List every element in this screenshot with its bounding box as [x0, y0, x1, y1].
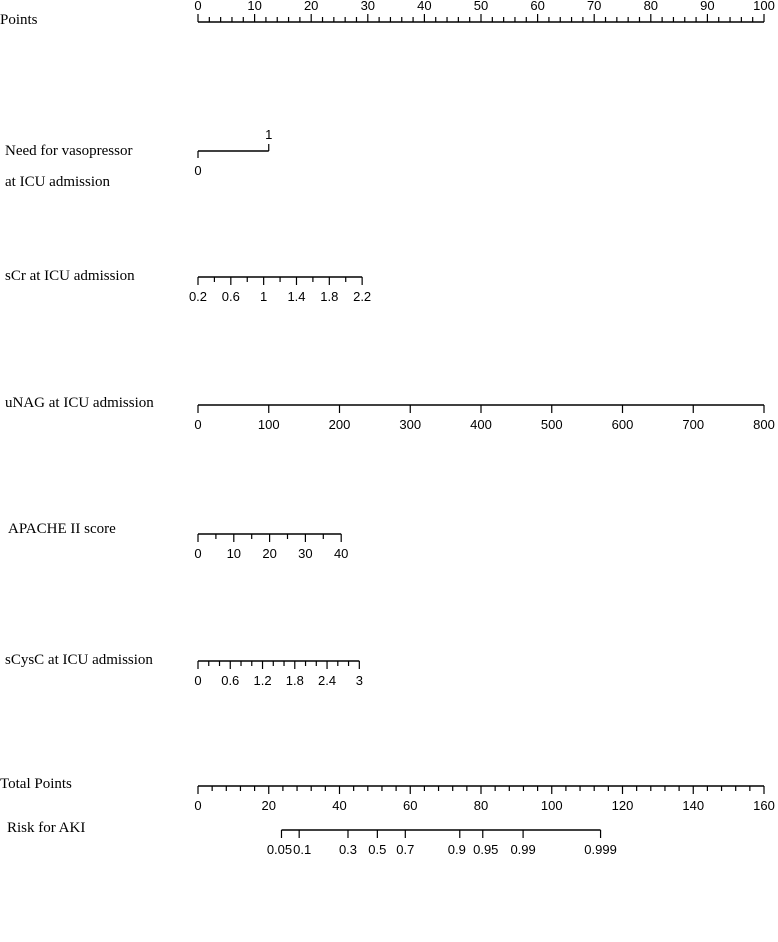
row-scysc-tick-label: 0 — [194, 673, 201, 688]
row-scr-tick-label: 2.2 — [353, 289, 371, 304]
row-apache-tick-label: 10 — [227, 546, 241, 561]
row-points-label: Points — [0, 12, 38, 28]
row-risk-label: Risk for AKI — [7, 820, 85, 836]
row-scr-tick-label: 1.8 — [320, 289, 338, 304]
row-apache-tick-label: 30 — [298, 546, 312, 561]
row-unag-tick-label: 200 — [329, 417, 351, 432]
row-unag-tick-label: 700 — [682, 417, 704, 432]
row-scysc-tick-label: 0.6 — [221, 673, 239, 688]
row-vasopressor-tick-label: 0 — [194, 163, 201, 178]
row-scysc-tick-label: 2.4 — [318, 673, 336, 688]
row-risk-tick-label: 0.7 — [396, 842, 414, 857]
row-scr-tick-label: 0.6 — [222, 289, 240, 304]
row-unag-tick-label: 500 — [541, 417, 563, 432]
row-apache-tick-label: 20 — [262, 546, 276, 561]
row-scysc-tick-label: 1.8 — [286, 673, 304, 688]
row-unag-label: uNAG at ICU admission — [5, 395, 154, 411]
row-risk-tick-label: 0.999 — [584, 842, 617, 857]
row-unag-tick-label: 0 — [194, 417, 201, 432]
row-total-label: Total Points — [0, 776, 72, 792]
row-risk-tick-label: 0.95 — [473, 842, 498, 857]
row-risk-tick-label: 0.9 — [448, 842, 466, 857]
row-risk-tick-label: 0.1 — [293, 842, 311, 857]
row-scr-tick-label: 0.2 — [189, 289, 207, 304]
row-risk-tick-label: 0.5 — [368, 842, 386, 857]
row-total-tick-label: 60 — [403, 798, 417, 813]
row-risk-tick-label: 0.99 — [510, 842, 535, 857]
row-points-tick-label: 40 — [417, 0, 431, 13]
row-apache-tick-label: 40 — [334, 546, 348, 561]
row-total-tick-label: 140 — [682, 798, 704, 813]
row-unag-tick-label: 800 — [753, 417, 775, 432]
row-risk-tick-label: 0.05 — [267, 842, 292, 857]
row-total-tick-label: 100 — [541, 798, 563, 813]
row-points-tick-label: 20 — [304, 0, 318, 13]
row-unag-tick-label: 100 — [258, 417, 280, 432]
row-points-tick-label: 90 — [700, 0, 714, 13]
row-scysc-tick-label: 3 — [356, 673, 363, 688]
row-points-tick-label: 70 — [587, 0, 601, 13]
row-points-tick-label: 60 — [530, 0, 544, 13]
row-total-tick-label: 160 — [753, 798, 775, 813]
row-scr-label: sCr at ICU admission — [5, 268, 135, 284]
row-points-tick-label: 10 — [247, 0, 261, 13]
row-points-tick-label: 100 — [753, 0, 775, 13]
row-apache-tick-label: 0 — [194, 546, 201, 561]
row-risk-tick-label: 0.3 — [339, 842, 357, 857]
row-unag-tick-label: 400 — [470, 417, 492, 432]
row-total-tick-label: 0 — [194, 798, 201, 813]
row-unag-tick-label: 300 — [399, 417, 421, 432]
row-total-tick-label: 80 — [474, 798, 488, 813]
row-points-tick-label: 30 — [361, 0, 375, 13]
row-scysc-tick-label: 1.2 — [253, 673, 271, 688]
row-apache-label: APACHE II score — [8, 521, 116, 537]
row-vasopressor-tick-label: 1 — [265, 127, 272, 142]
row-points-tick-label: 50 — [474, 0, 488, 13]
row-total-tick-label: 20 — [262, 798, 276, 813]
row-total-tick-label: 40 — [332, 798, 346, 813]
row-points-tick-label: 0 — [194, 0, 201, 13]
row-scr-tick-label: 1 — [260, 289, 267, 304]
row-total-tick-label: 120 — [612, 798, 634, 813]
row-vasopressor-label: Need for vasopressor — [5, 143, 132, 159]
row-vasopressor-label: at ICU admission — [5, 174, 110, 190]
row-scr-tick-label: 1.4 — [287, 289, 305, 304]
row-points-tick-label: 80 — [644, 0, 658, 13]
row-unag-tick-label: 600 — [612, 417, 634, 432]
row-scysc-label: sCysC at ICU admission — [5, 652, 153, 668]
